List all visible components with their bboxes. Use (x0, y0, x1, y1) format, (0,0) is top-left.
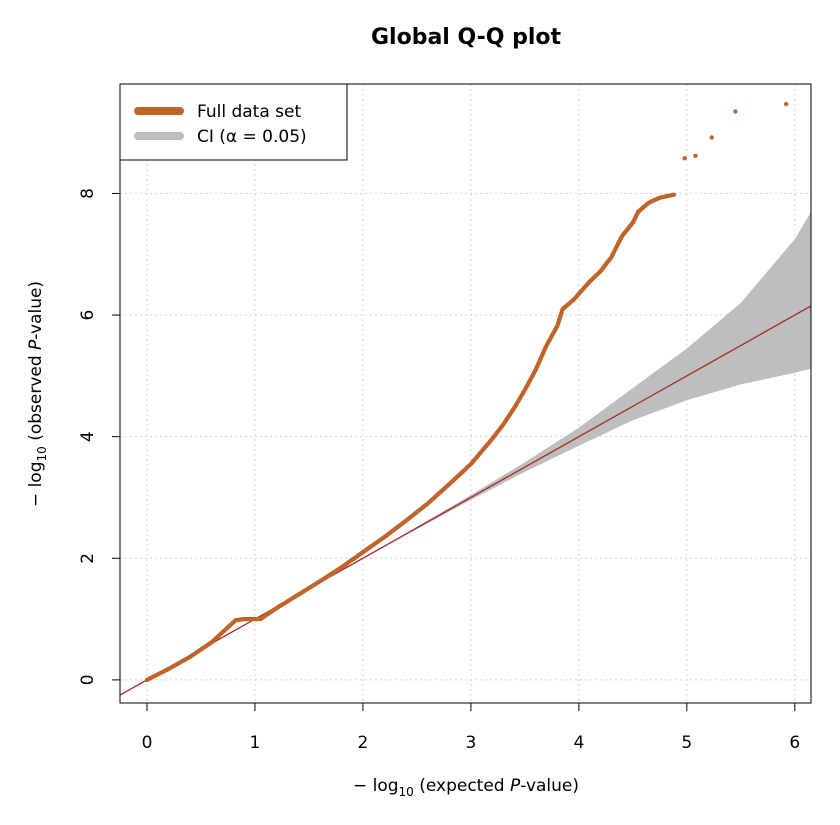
data-point-tail (709, 135, 714, 140)
y-axis-label: − log10 (observed P-value) (26, 281, 49, 507)
confidence-band (147, 211, 811, 680)
data-point-tail (733, 109, 738, 114)
x-tick-label-4: 4 (573, 733, 584, 753)
data-point-tail (693, 153, 698, 158)
data-point-tail (671, 192, 677, 197)
reference-line-y-equals-x (119, 305, 812, 696)
data-point-tail (784, 101, 789, 107)
x-tick-label-2: 2 (358, 733, 369, 753)
y-tick-label-6: 6 (78, 310, 98, 321)
x-axis-ticks: 0 1 2 3 4 5 6 (142, 703, 800, 753)
y-tick-label-2: 2 (78, 553, 98, 564)
x-tick-label-5: 5 (681, 733, 692, 753)
chart-title: Global Q-Q plot (371, 25, 562, 50)
x-tick-label-1: 1 (250, 733, 261, 753)
gridlines (120, 84, 811, 703)
legend-box (119, 83, 348, 161)
y-tick-label-4: 4 (78, 431, 98, 442)
legend-label-full-data: Full data set (197, 102, 301, 122)
x-tick-label-6: 6 (789, 733, 800, 753)
reference-line (119, 305, 812, 696)
y-tick-label-0: 0 (78, 674, 98, 685)
legend-label-ci: CI (α = 0.05) (197, 127, 307, 147)
x-axis-label: − log10 (expected P-value) (353, 776, 579, 799)
confidence-band-area (147, 211, 811, 680)
y-axis-ticks: 0 2 4 6 8 (78, 188, 120, 685)
legend: Full data set CI (α = 0.05) (119, 83, 348, 161)
plot-frame (119, 83, 812, 704)
y-tick-label-8: 8 (78, 188, 98, 199)
data-point-tail (682, 156, 687, 161)
x-tick-label-3: 3 (465, 733, 476, 753)
data-points (144, 101, 789, 683)
x-tick-label-0: 0 (142, 733, 153, 753)
